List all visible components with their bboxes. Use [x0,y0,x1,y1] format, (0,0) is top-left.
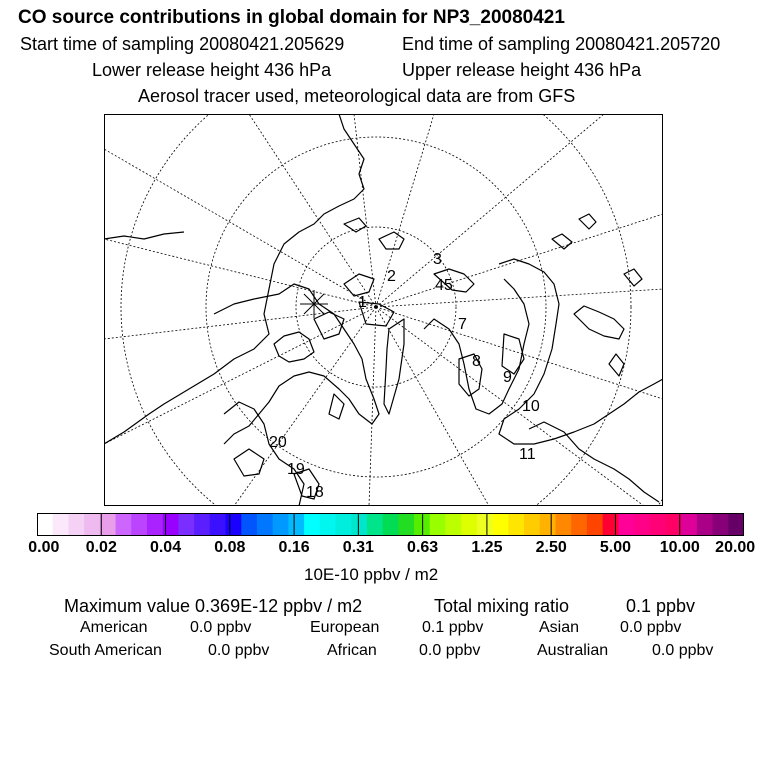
colorbar-cell [696,513,714,536]
colorbar-cell [586,513,604,536]
south-american-label: South American [49,642,162,659]
european-value: 0.1 ppbv [422,619,484,636]
american-value: 0.0 ppbv [190,619,252,636]
colorbar-cell [649,513,667,536]
colorbar-cell [555,513,572,536]
map-point-label: 45 [435,277,453,294]
colorbar-tick-label: 0.04 [149,539,182,556]
colorbar-cell [37,513,54,536]
asian-value: 0.0 ppbv [620,619,682,636]
colorbar-cell [524,513,541,536]
colorbar-cell [351,513,368,536]
colorbar-cell [84,513,101,536]
colorbar [37,513,744,536]
colorbar-cell [319,513,337,536]
colorbar-cell [52,513,70,536]
colorbar-cell [728,513,744,536]
total-mixing-label: Total mixing ratio [434,596,570,616]
map-point-label: 11 [519,446,536,463]
release-site-marker [300,290,328,318]
colorbar-tick-label: 5.00 [599,539,632,556]
colorbar-cell [429,513,447,536]
tracer-note: Aerosol tracer used, meteorological data… [138,86,576,106]
colorbar-cell [146,513,164,536]
colorbar-cell [602,513,619,536]
colorbar-tick-label: 2.50 [535,539,567,556]
colorbar-tick-label: 0.31 [342,539,374,556]
colorbar-cell [194,513,211,536]
african-value: 0.0 ppbv [419,642,481,659]
colorbar-cell [99,513,117,536]
map-point-label: 9 [503,369,512,386]
end-time-label: End time of sampling 20080421.205720 [402,34,721,54]
total-mixing-value: 0.1 ppbv [626,596,696,616]
colorbar-cell [476,513,494,536]
graticule [104,114,663,506]
colorbar-cell [634,513,651,536]
map-point-label: 7 [458,316,467,333]
map-point-label: 18 [306,484,324,501]
american-label: American [80,619,148,636]
colorbar-tick-label: 20.00 [715,539,756,556]
max-value-label: Maximum value 0.369E-12 ppbv / m2 [64,596,363,616]
colorbar-cell [571,513,588,536]
colorbar-units: 10E-10 ppbv / m2 [304,565,439,584]
colorbar-cell [225,513,242,536]
colorbar-cell [382,513,399,536]
asian-label: Asian [539,619,580,636]
colorbar-cell [115,513,132,536]
upper-height-label: Upper release height 436 hPa [402,60,642,80]
colorbar-cell [68,513,85,536]
map-point-label: 10 [522,398,540,415]
colorbar-cell [618,513,635,536]
colorbar-cell [335,513,352,536]
colorbar-tick-label: 10.00 [659,539,700,556]
coastlines [104,114,663,506]
page-title: CO source contributions in global domain… [18,7,565,28]
polar-map: 1 2 3 45 7 8 9 10 11 20 19 18 [104,114,663,506]
south-american-value: 0.0 ppbv [208,642,270,659]
european-label: European [310,619,380,636]
african-label: African [327,642,377,659]
map-point-label: 3 [433,251,442,268]
colorbar-cell [712,513,729,536]
colorbar-cell [272,513,289,536]
map-point-label: 8 [472,353,481,370]
map-point-label: 20 [269,434,287,451]
colorbar-cell [131,513,148,536]
colorbar-cell [445,513,462,536]
colorbar-cell [508,513,525,536]
colorbar-cell [209,513,227,536]
colorbar-tick-label: 1.25 [471,539,503,556]
colorbar-cell [241,513,258,536]
colorbar-cell [398,513,415,536]
lower-height-label: Lower release height 436 hPa [92,60,332,80]
map-point-label: 1 [358,294,367,311]
colorbar-tick-label: 0.00 [28,539,60,556]
map-frame [104,114,663,506]
colorbar-tick-label: 0.08 [214,539,246,556]
colorbar-cell [162,513,179,536]
colorbar-cell [304,513,321,536]
colorbar-tick-label: 0.63 [407,539,439,556]
colorbar-cell [492,513,509,536]
australian-value: 0.0 ppbv [652,642,714,659]
colorbar-cell [539,513,557,536]
colorbar-tick-label: 0.16 [278,539,310,556]
colorbar-cell [681,513,698,536]
colorbar-cell [178,513,195,536]
map-point-label: 2 [387,268,396,285]
start-time-label: Start time of sampling 20080421.205629 [20,34,345,54]
colorbar-cell [366,513,384,536]
colorbar-cell [665,513,682,536]
colorbar-cell [288,513,305,536]
australian-label: Australian [537,642,609,659]
colorbar-tick-label: 0.02 [85,539,117,556]
colorbar-cell [461,513,478,536]
map-point-label: 19 [287,461,305,478]
colorbar-cell [256,513,274,536]
